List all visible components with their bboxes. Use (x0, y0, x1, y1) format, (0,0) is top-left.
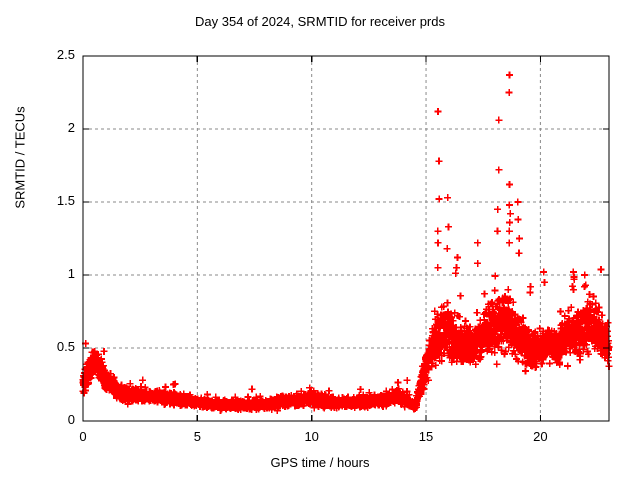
x-axis-label: GPS time / hours (270, 455, 370, 470)
data-points (79, 71, 613, 414)
page-title: Day 354 of 2024, SRMTID for receiver prd… (195, 14, 445, 29)
